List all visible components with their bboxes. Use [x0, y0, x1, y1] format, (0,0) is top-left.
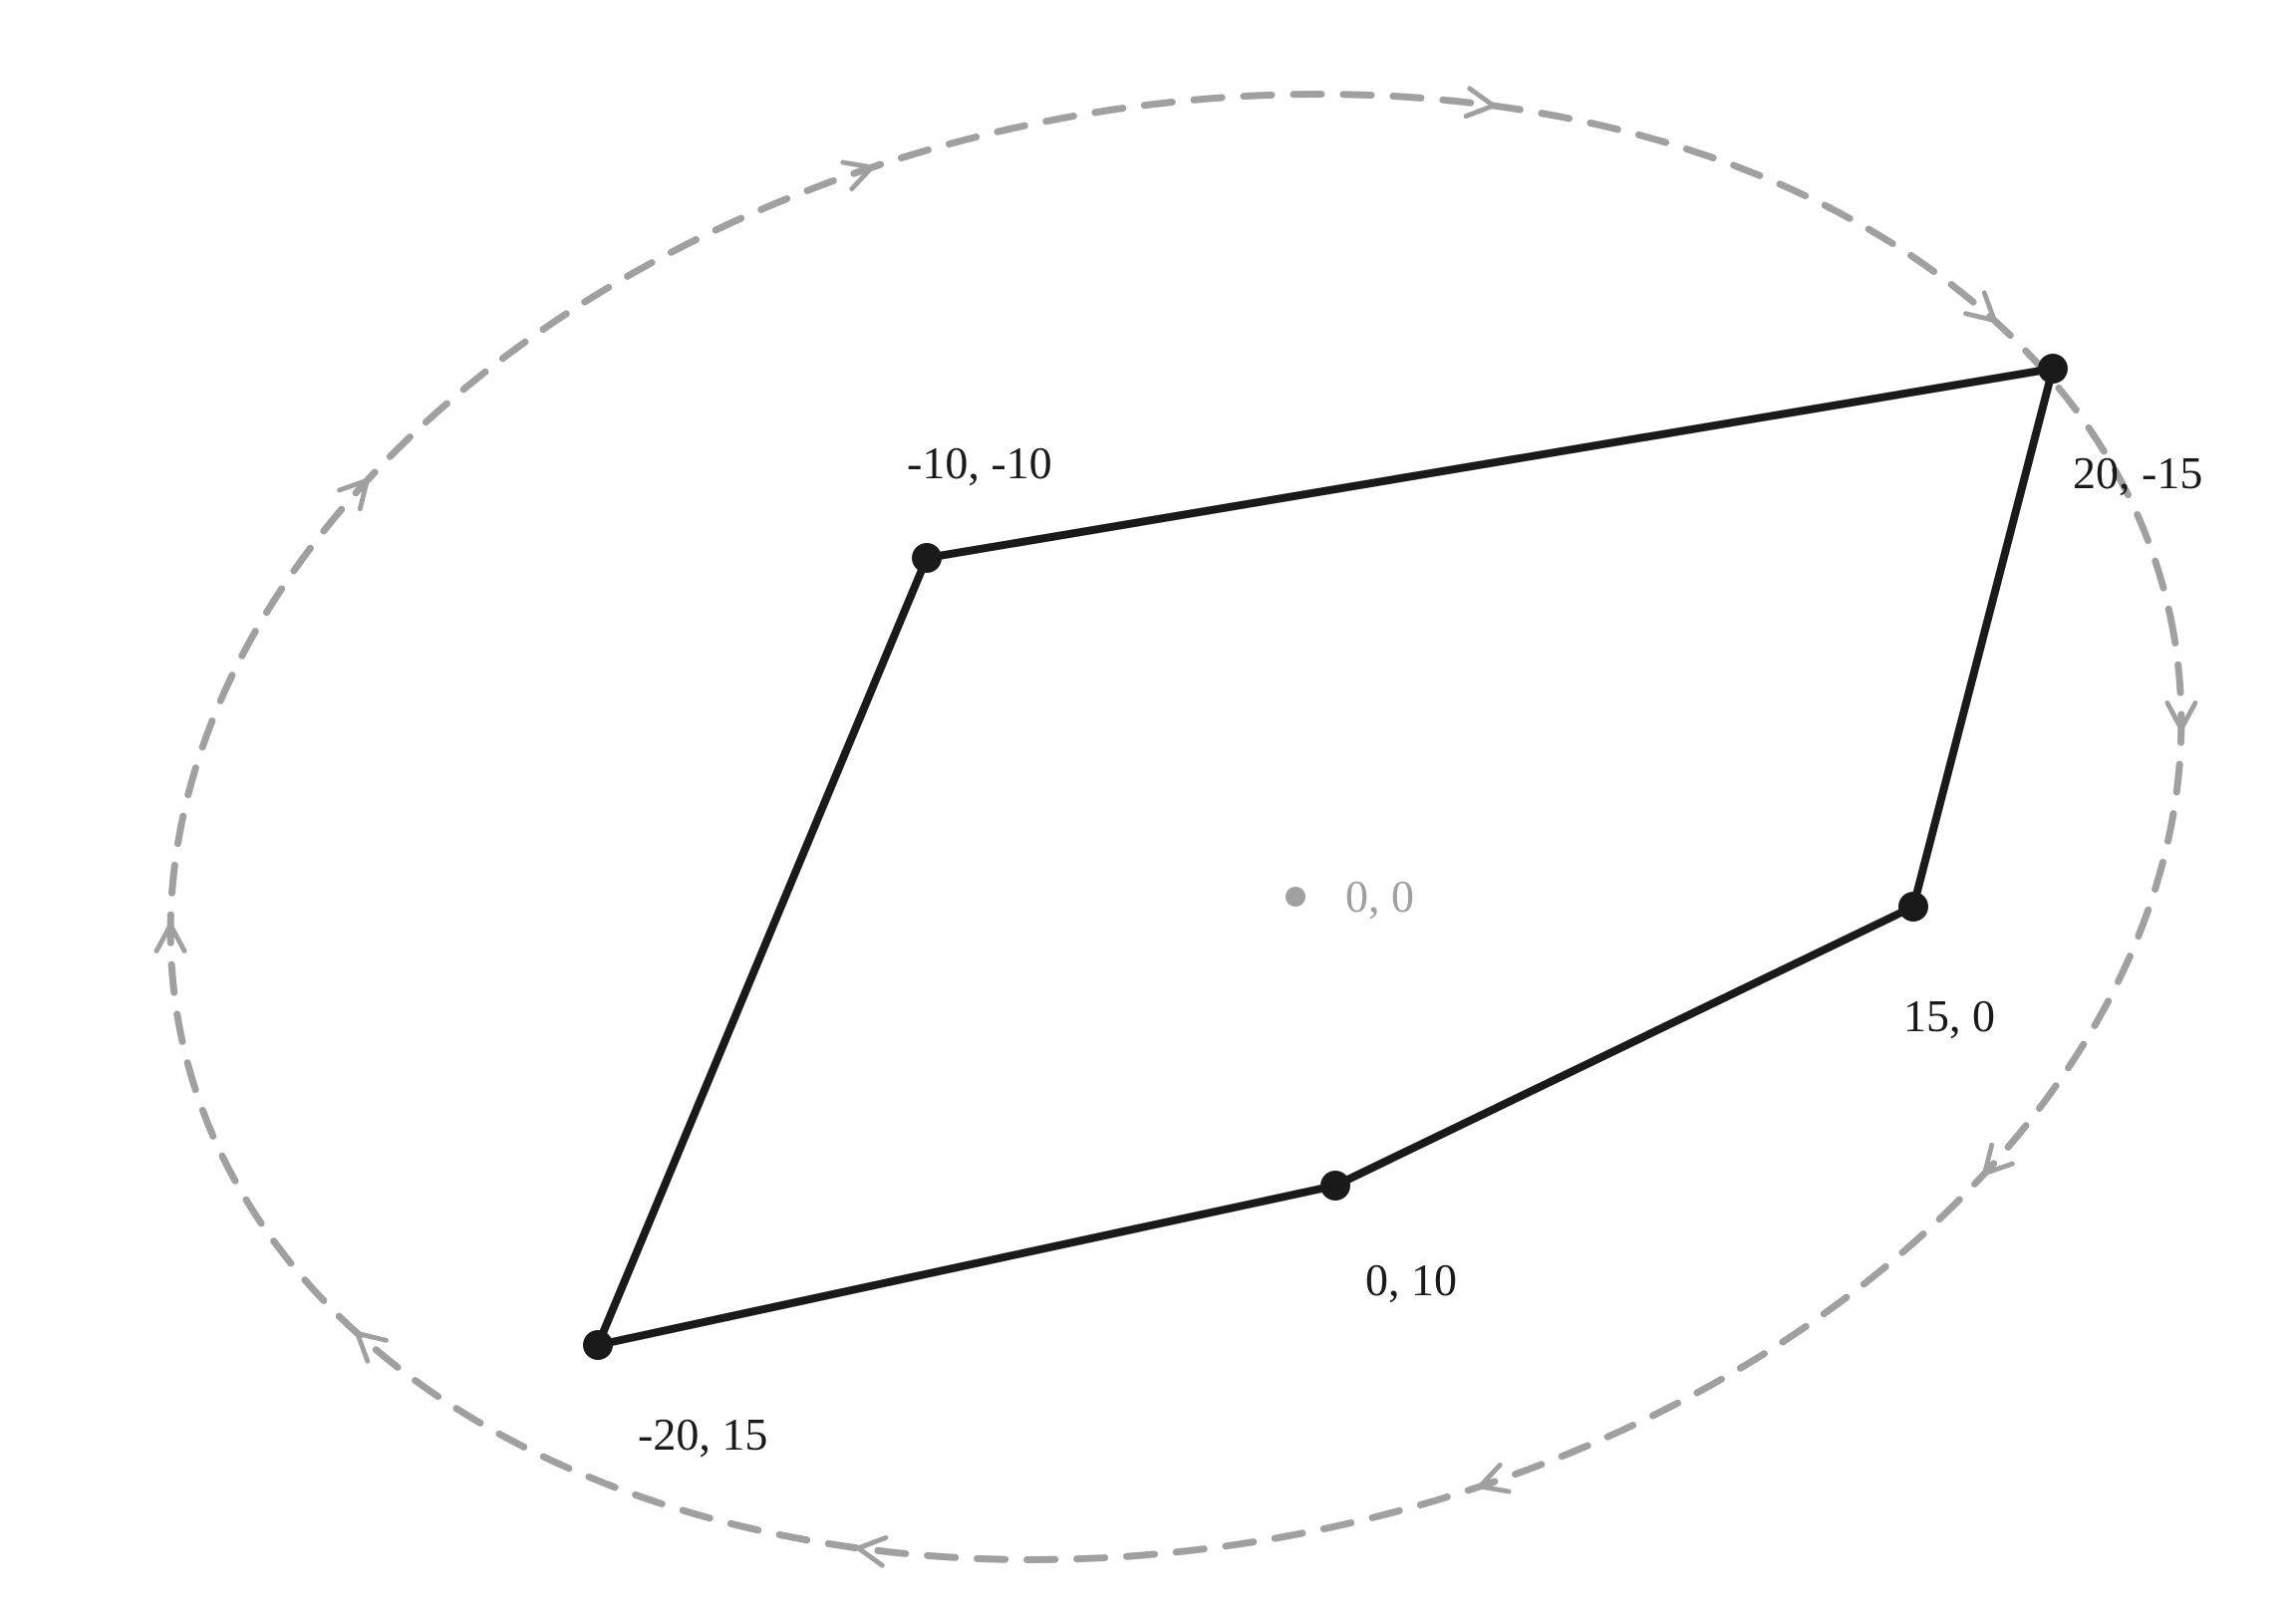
rotation-ellipse — [25, 0, 2296, 1617]
polygon-shape — [598, 369, 2053, 1345]
vertex-label: 20, -15 — [2073, 447, 2202, 498]
vertex-point — [2038, 354, 2068, 384]
origin-point — [1286, 887, 1305, 907]
origin-label: 0, 0 — [1345, 871, 1414, 922]
vertex-point — [1898, 892, 1928, 922]
vertex-label: 15, 0 — [1903, 990, 1995, 1041]
polygon-diagram: -10, -10 20, -15 15, 0 0, 10 -20, 15 0, 0 — [0, 0, 2296, 1617]
vertex-label: -20, 15 — [638, 1409, 767, 1460]
vertex-point — [912, 543, 942, 573]
rotation-ellipse-path — [33, 0, 2296, 1617]
vertex-point — [1320, 1171, 1350, 1201]
coordinate-labels: -10, -10 20, -15 15, 0 0, 10 -20, 15 0, 0 — [638, 437, 2202, 1460]
vertex-label: 0, 10 — [1365, 1254, 1457, 1305]
vertex-point — [583, 1330, 613, 1360]
vertex-label: -10, -10 — [907, 437, 1052, 488]
